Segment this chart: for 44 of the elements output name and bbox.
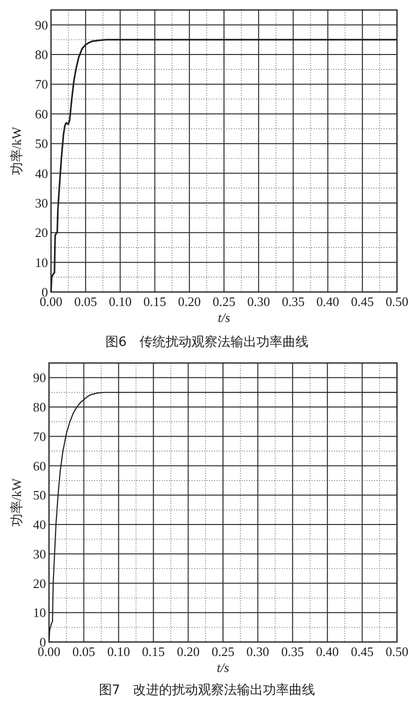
x-tick-label: 0.15 [142, 644, 165, 659]
y-tick-label: 80 [33, 400, 46, 415]
y-tick-label: 10 [33, 605, 46, 620]
x-tick-label: 0.05 [74, 294, 97, 309]
x-tick-label: 0.25 [212, 644, 234, 659]
y-tick-label: 10 [35, 254, 48, 270]
x-tick-label: 0.05 [72, 644, 96, 659]
y-tick-label: 80 [35, 47, 48, 62]
x-axis-title: t/s [216, 660, 230, 675]
y-tick-label: 40 [33, 517, 46, 532]
x-tick-label: 0.35 [281, 644, 304, 659]
y-tick-label: 60 [35, 106, 48, 122]
x-tick-label: 0.10 [108, 294, 132, 309]
x-tick-label: 0.45 [351, 294, 374, 309]
x-axis-title: t/s [218, 310, 230, 325]
y-axis-title: 功率/kW [9, 478, 24, 527]
x-tick-label: 0.45 [350, 644, 374, 659]
y-tick-label: 90 [33, 370, 46, 386]
x-tick-label: 0.10 [107, 644, 130, 659]
y-tick-label: 20 [33, 576, 46, 591]
y-tick-label: 50 [35, 136, 48, 152]
x-tick-label: 0.30 [247, 294, 270, 309]
x-tick-label: 0.50 [386, 294, 408, 309]
x-tick-label: 0.40 [316, 294, 340, 309]
y-tick-label: 30 [33, 546, 46, 562]
x-tick-label: 0.40 [316, 644, 339, 659]
x-tick-label: 0.20 [176, 644, 200, 659]
y-tick-label: 70 [33, 428, 46, 444]
y-tick-label: 20 [35, 225, 48, 240]
x-tick-label: 0.15 [143, 294, 166, 309]
y-tick-label: 90 [35, 17, 48, 32]
y-axis-title: 功率/kW [9, 126, 24, 176]
y-tick-label: 60 [33, 458, 46, 474]
x-tick-label: 0.50 [386, 644, 408, 659]
x-tick-label: 0.25 [212, 294, 236, 309]
x-tick-label: 0.35 [282, 294, 305, 309]
text: 图7 改进的扰动观察法输出功率曲线 [98, 682, 316, 698]
y-tick-label: 50 [33, 488, 46, 503]
y-tick-label: 40 [35, 166, 48, 181]
y-tick-label: 70 [35, 76, 48, 92]
text: 图6 传统扰动观察法输出功率曲线 [105, 334, 309, 350]
x-tick-label: 0.20 [178, 294, 201, 309]
y-tick-label: 30 [35, 195, 48, 210]
x-tick-label: 0.30 [246, 644, 270, 659]
